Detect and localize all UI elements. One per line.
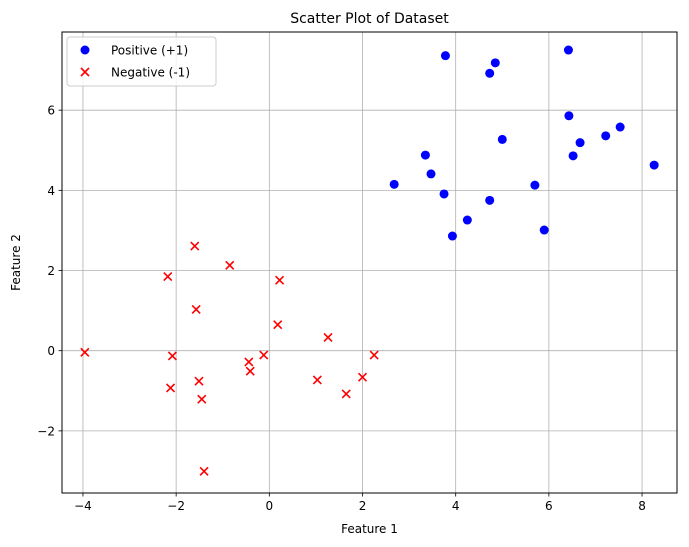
positive-point bbox=[485, 68, 495, 78]
legend: Positive (+1) Negative (-1) bbox=[66, 36, 217, 87]
positive-point bbox=[539, 225, 549, 235]
x-tick-label: −2 bbox=[167, 499, 185, 513]
data-points bbox=[80, 45, 659, 476]
positive-point bbox=[440, 51, 450, 61]
negative-point bbox=[191, 304, 201, 314]
positive-point bbox=[462, 215, 472, 225]
legend-marker bbox=[80, 45, 90, 55]
negative-point bbox=[312, 375, 322, 385]
negative-point bbox=[245, 366, 255, 376]
positive-point bbox=[389, 179, 399, 189]
positive-point bbox=[575, 138, 585, 148]
legend-box bbox=[66, 36, 217, 87]
negative-point bbox=[197, 394, 207, 404]
negative-point bbox=[341, 389, 351, 399]
x-tick-label: 0 bbox=[266, 499, 274, 513]
grid-lines bbox=[62, 32, 677, 493]
positive-point bbox=[649, 160, 659, 170]
legend-marker bbox=[80, 67, 90, 77]
y-tick-label: 2 bbox=[47, 264, 55, 278]
negative-point bbox=[163, 271, 173, 282]
x-axis-label: Feature 1 bbox=[341, 522, 398, 536]
positive-point bbox=[615, 122, 625, 132]
negative-point bbox=[194, 376, 204, 386]
axis-ticks: −4 −2 0 2 4 6 8 −2 0 2 4 6 bbox=[37, 104, 646, 513]
negative-point bbox=[369, 350, 379, 360]
x-tick-label: −4 bbox=[74, 499, 92, 513]
y-tick-label: 0 bbox=[47, 344, 55, 358]
legend-label: Negative (-1) bbox=[111, 66, 190, 80]
y-tick-label: −2 bbox=[37, 424, 55, 438]
chart-title: Scatter Plot of Dataset bbox=[290, 11, 449, 27]
legend-label: Positive (+1) bbox=[111, 44, 188, 58]
y-axis-label: Feature 2 bbox=[9, 234, 23, 291]
negative-point bbox=[275, 275, 285, 285]
negative-point bbox=[259, 350, 269, 360]
x-tick-label: 2 bbox=[359, 499, 367, 513]
positive-point bbox=[439, 189, 449, 199]
positive-point bbox=[420, 150, 430, 160]
series-negative bbox=[80, 241, 379, 476]
negative-point bbox=[167, 351, 177, 361]
positive-point bbox=[447, 231, 457, 241]
positive-point bbox=[426, 169, 436, 179]
y-tick-label: 6 bbox=[47, 104, 55, 118]
x-tick-label: 8 bbox=[638, 499, 646, 513]
negative-point bbox=[273, 320, 283, 330]
positive-point bbox=[530, 180, 540, 190]
y-tick-label: 4 bbox=[47, 184, 55, 198]
positive-point bbox=[601, 131, 611, 141]
x-tick-label: 6 bbox=[545, 499, 553, 513]
negative-point bbox=[244, 357, 254, 367]
negative-point bbox=[80, 347, 90, 357]
negative-point bbox=[323, 332, 333, 343]
negative-point bbox=[357, 372, 368, 382]
series-positive bbox=[389, 45, 659, 241]
positive-point bbox=[563, 45, 573, 55]
negative-point bbox=[199, 466, 209, 476]
negative-point bbox=[190, 241, 200, 251]
positive-point bbox=[568, 151, 578, 161]
plot-frame bbox=[61, 31, 678, 494]
positive-point bbox=[485, 195, 495, 205]
negative-point bbox=[165, 383, 176, 393]
negative-point bbox=[225, 260, 235, 270]
positive-point bbox=[564, 111, 574, 121]
x-tick-label: 4 bbox=[452, 499, 460, 513]
positive-point bbox=[497, 134, 507, 144]
positive-point bbox=[490, 58, 500, 68]
